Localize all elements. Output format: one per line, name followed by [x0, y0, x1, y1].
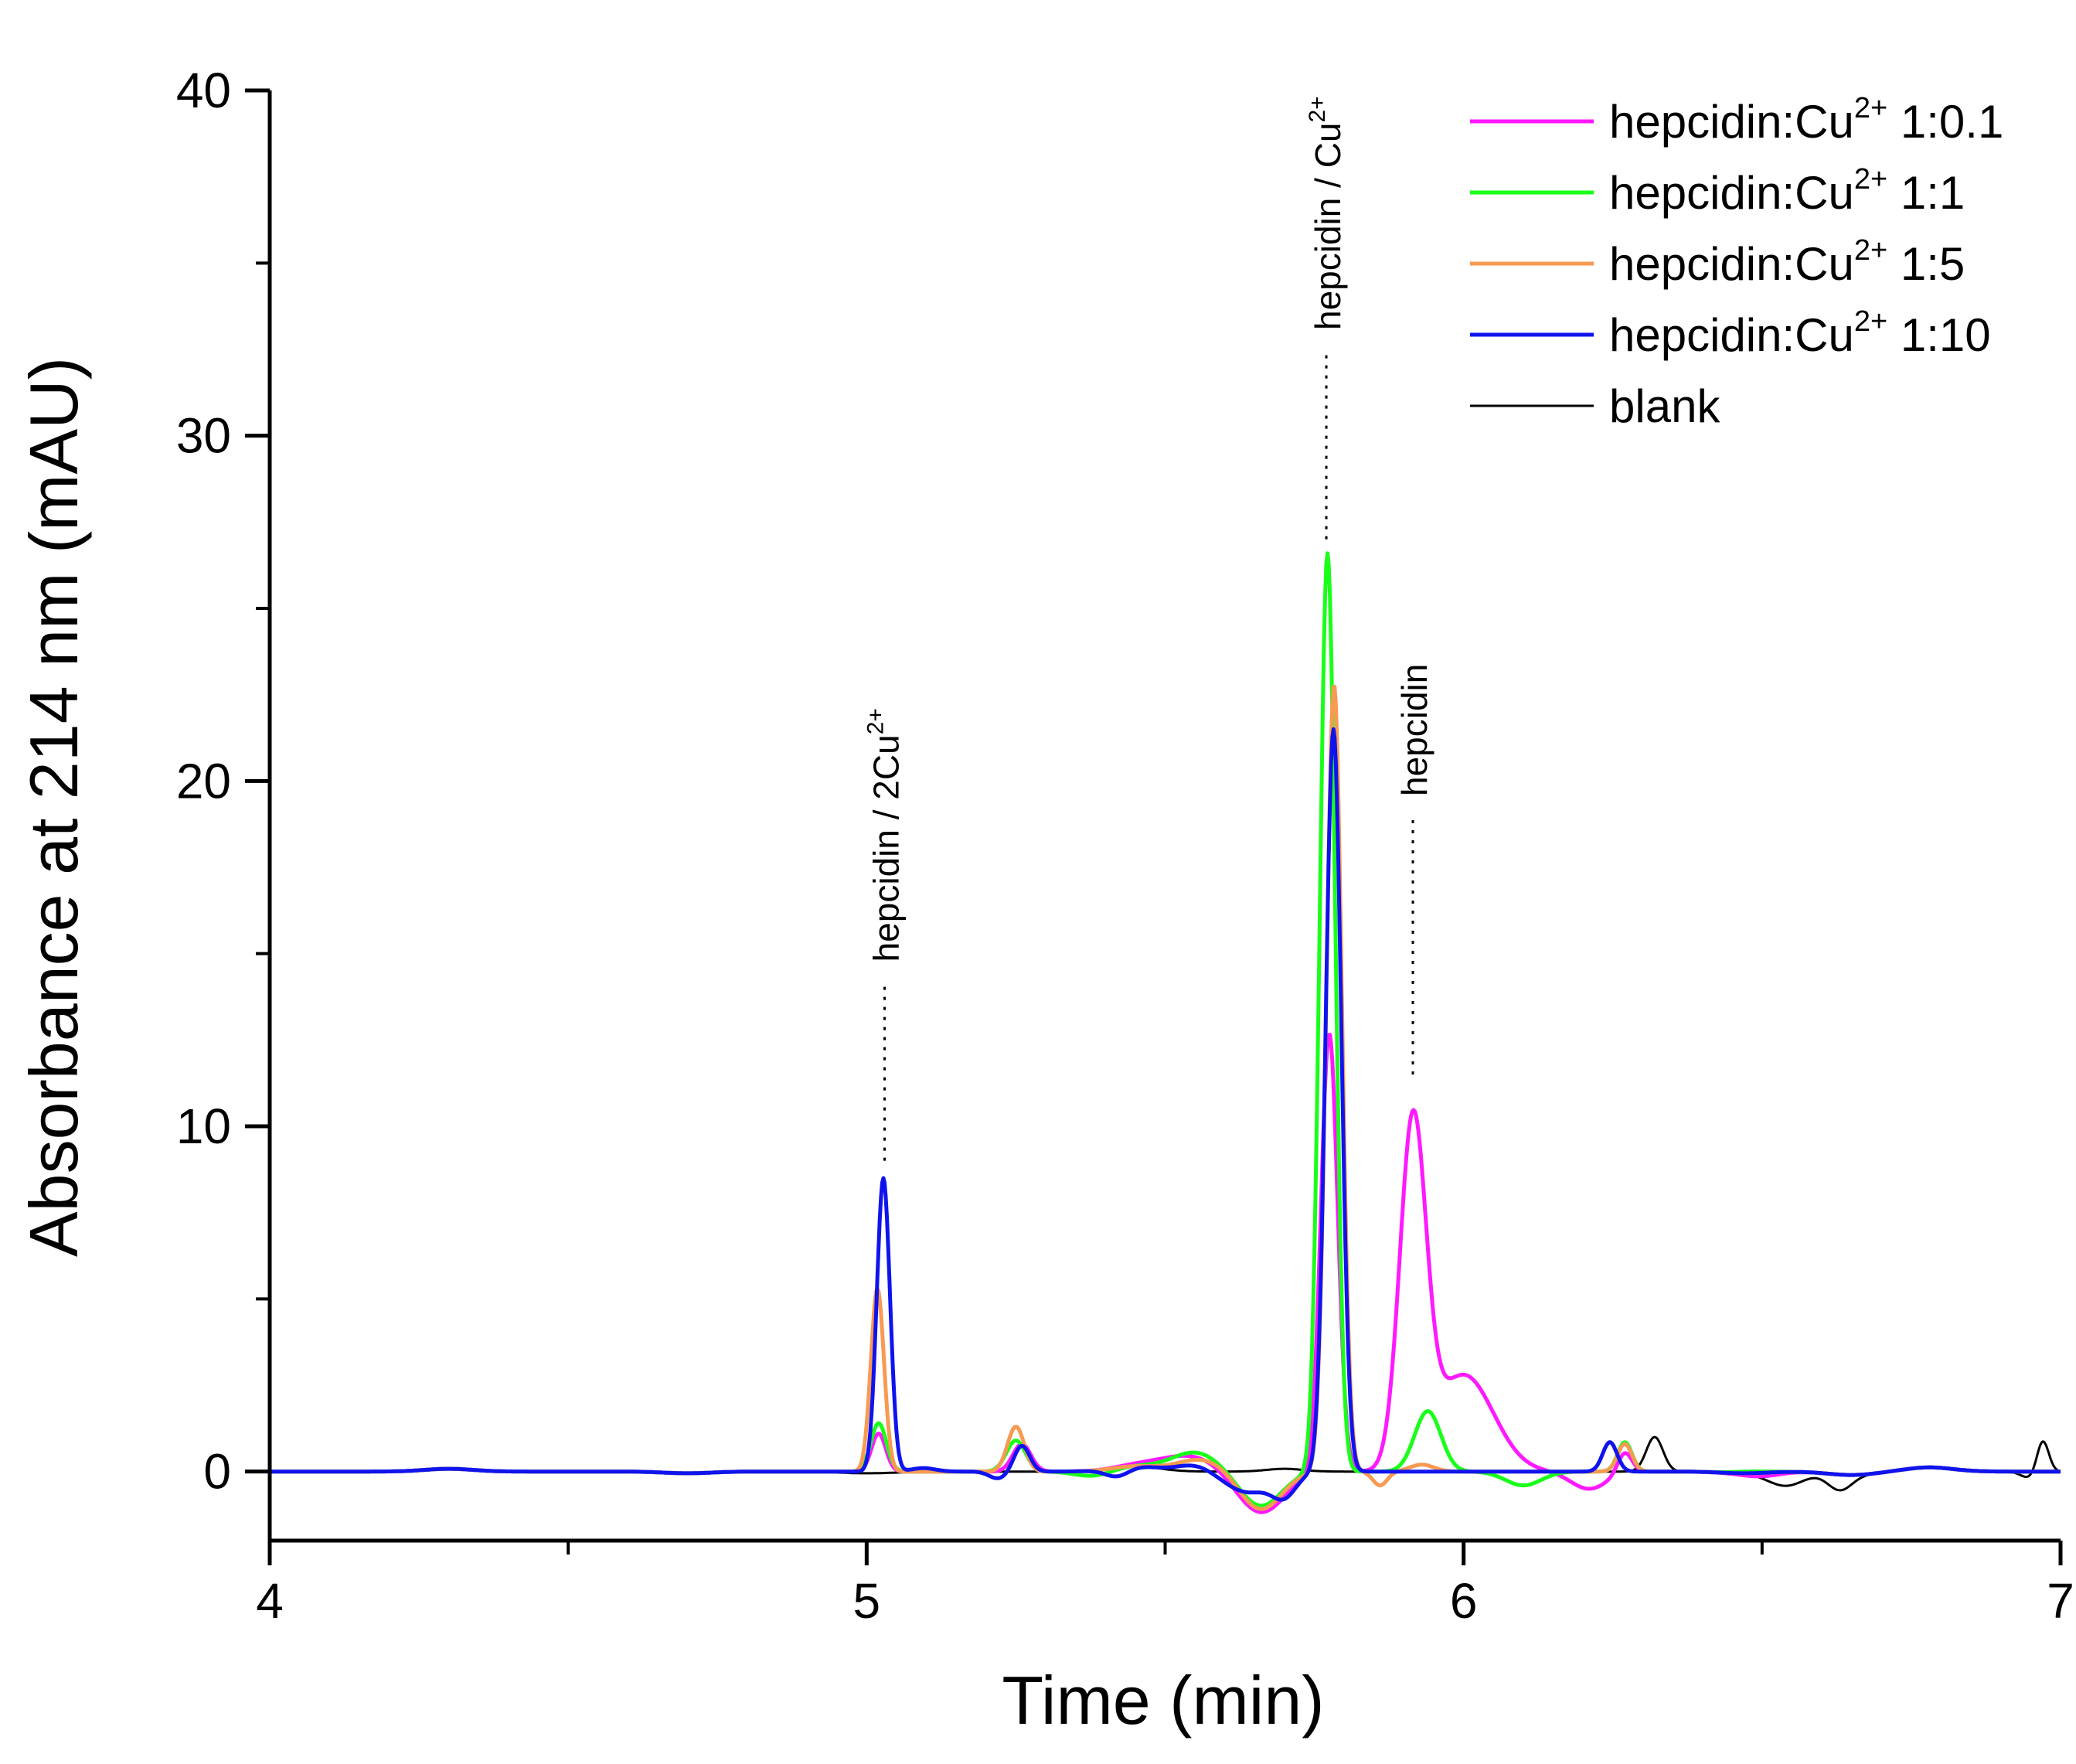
legend-label: hepcidin:Cu2+ 1:10: [1609, 305, 1991, 361]
y-axis-title: Absorbance at 214 nm (mAU): [15, 357, 92, 1257]
x-axis-ticks: 4 5 6 7: [256, 1541, 2074, 1629]
y-axis-ticks: 0 10 20 30 40: [176, 63, 270, 1500]
y-tick-label: 40: [176, 63, 231, 118]
x-tick-label: 7: [2047, 1573, 2074, 1629]
series-line-0: [269, 1033, 2061, 1514]
y-tick-label: 30: [176, 408, 231, 464]
legend: hepcidin:Cu2+ 1:0.1 hepcidin:Cu2+ 1:1 hepc…: [1470, 92, 2003, 432]
annotation-label: hepcidin / 2Cu2+: [863, 708, 907, 962]
legend-label: hepcidin:Cu2+ 1:0.1: [1609, 92, 2003, 148]
annotation-label: hepcidin: [1394, 664, 1434, 796]
x-axis-title: Time (min): [1002, 1662, 1324, 1738]
x-tick-label: 4: [256, 1573, 284, 1629]
series-line-1: [269, 551, 2061, 1508]
series-line-3: [269, 727, 2061, 1502]
y-tick-label: 0: [203, 1444, 231, 1500]
x-tick-label: 6: [1450, 1573, 1478, 1629]
series-line-2: [269, 684, 2061, 1511]
legend-label: hepcidin:Cu2+ 1:1: [1609, 163, 1965, 219]
legend-label: hepcidin:Cu2+ 1:5: [1609, 234, 1965, 290]
y-tick-label: 20: [176, 753, 231, 809]
legend-label: blank: [1609, 380, 1720, 432]
annotation-label: hepcidin / Cu2+: [1305, 96, 1348, 330]
x-tick-label: 5: [853, 1573, 881, 1629]
peak-annotations: hepcidin / 2Cu2+ hepcidin / Cu2+ hepcidin: [863, 96, 1434, 1161]
axes: 4 5 6 7 0 10 20 30 40: [176, 63, 2074, 1629]
plot-traces: [269, 551, 2061, 1514]
y-tick-label: 10: [176, 1098, 231, 1154]
